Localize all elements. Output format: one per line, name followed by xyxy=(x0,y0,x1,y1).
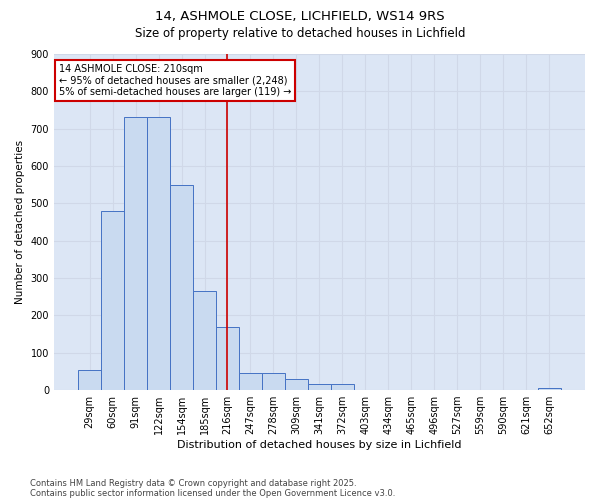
Text: Contains HM Land Registry data © Crown copyright and database right 2025.: Contains HM Land Registry data © Crown c… xyxy=(30,478,356,488)
Bar xyxy=(331,384,354,390)
Bar xyxy=(124,118,147,390)
Text: 14, ASHMOLE CLOSE, LICHFIELD, WS14 9RS: 14, ASHMOLE CLOSE, LICHFIELD, WS14 9RS xyxy=(155,10,445,23)
Bar xyxy=(262,374,285,390)
Bar xyxy=(216,326,239,390)
X-axis label: Distribution of detached houses by size in Lichfield: Distribution of detached houses by size … xyxy=(177,440,462,450)
Bar xyxy=(538,388,561,390)
Y-axis label: Number of detached properties: Number of detached properties xyxy=(15,140,25,304)
Bar xyxy=(101,211,124,390)
Bar xyxy=(285,379,308,390)
Bar xyxy=(239,374,262,390)
Text: 14 ASHMOLE CLOSE: 210sqm
← 95% of detached houses are smaller (2,248)
5% of semi: 14 ASHMOLE CLOSE: 210sqm ← 95% of detach… xyxy=(59,64,292,98)
Text: Size of property relative to detached houses in Lichfield: Size of property relative to detached ho… xyxy=(135,28,465,40)
Bar xyxy=(193,291,216,390)
Bar xyxy=(78,370,101,390)
Text: Contains public sector information licensed under the Open Government Licence v3: Contains public sector information licen… xyxy=(30,488,395,498)
Bar xyxy=(170,184,193,390)
Bar xyxy=(147,118,170,390)
Bar xyxy=(308,384,331,390)
